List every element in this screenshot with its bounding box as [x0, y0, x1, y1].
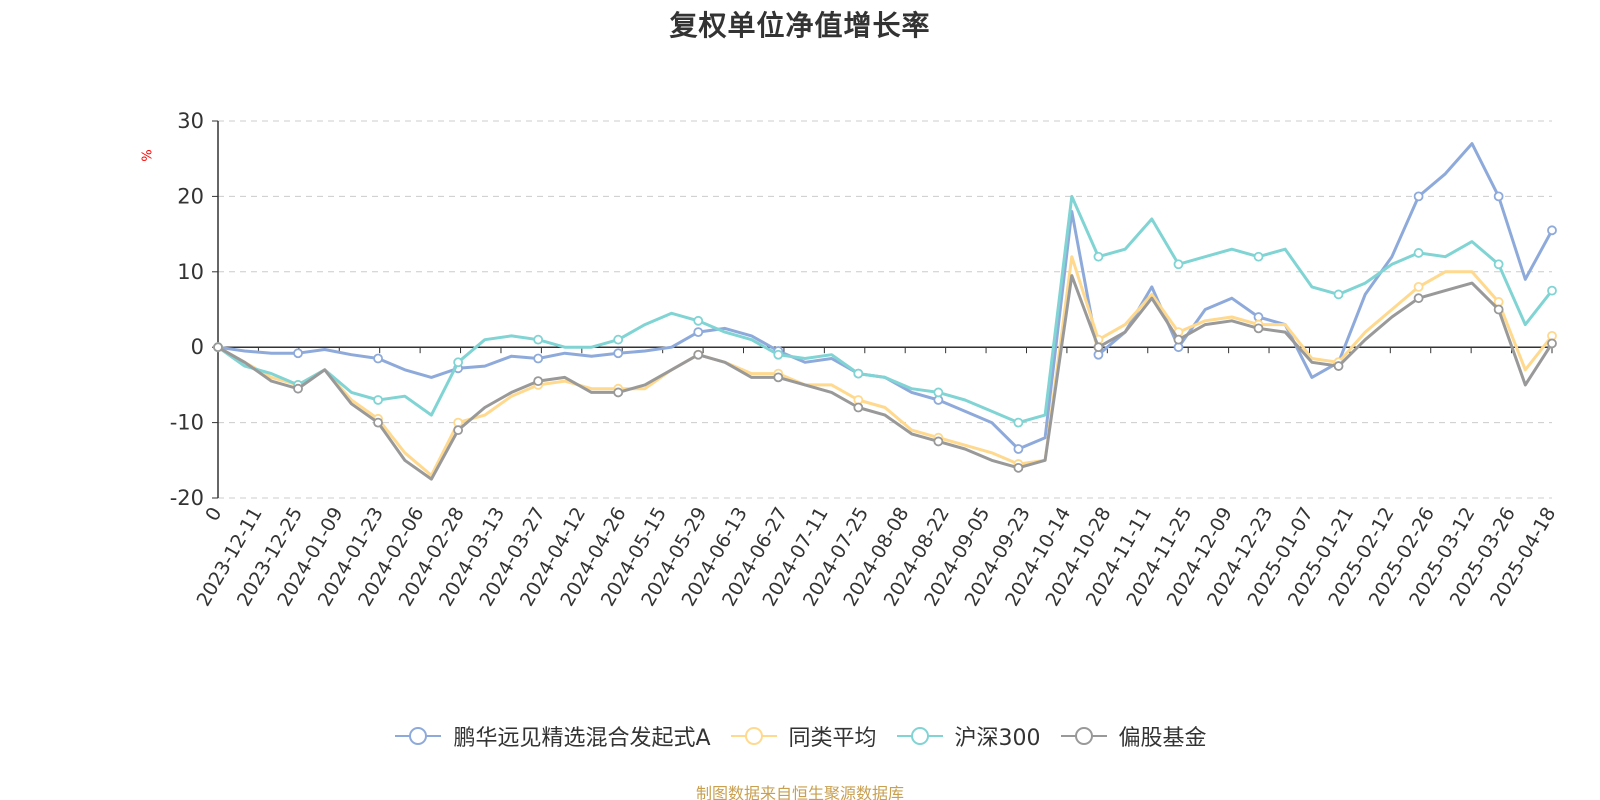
series-3-point	[1493, 259, 1504, 270]
series-1-point	[533, 353, 544, 364]
series-3-point	[1413, 248, 1424, 258]
legend-label: 鹏华远见精选混合发起式A	[453, 726, 711, 751]
series-line-3	[216, 194, 1554, 425]
series-1-point	[1547, 225, 1557, 236]
series-3-point	[693, 315, 704, 326]
y-tick-label: 0	[191, 335, 204, 359]
legend-marker-icon	[896, 727, 943, 745]
series-4-point	[1493, 304, 1504, 315]
series-4-point	[933, 436, 944, 447]
series-2-point	[1413, 281, 1424, 292]
series-3-point	[1547, 285, 1557, 296]
legend-marker-icon	[395, 727, 442, 745]
series-4-point	[693, 349, 704, 360]
series-1-point	[1493, 191, 1504, 202]
series-4-point	[613, 387, 624, 398]
y-tick-label: -10	[170, 411, 204, 435]
y-tick-label: 30	[177, 109, 204, 133]
legend-label: 同类平均	[788, 726, 877, 751]
series-3-point	[773, 349, 784, 360]
series-1-point	[613, 348, 624, 359]
series-4-point	[293, 383, 303, 394]
series-3-point	[1013, 417, 1024, 428]
series-line-4	[216, 274, 1554, 481]
chart-legend: 鹏华远见精选混合发起式A 同类平均 沪深300 偏股基金	[0, 720, 1600, 752]
chart-title: 复权单位净值增长率	[669, 9, 931, 42]
series-4-point	[1013, 462, 1024, 473]
line-chart: 3020100-10-2002023-12-112023-12-252024-0…	[170, 109, 1561, 610]
series-3-point	[1173, 259, 1184, 270]
legend-marker-icon	[730, 727, 777, 745]
x-tick-label: 0	[201, 504, 226, 525]
y-tick-label: -20	[170, 486, 204, 510]
legend-label: 沪深300	[954, 726, 1041, 751]
series-4-point	[1093, 342, 1104, 353]
legend-item-4[interactable]: 偏股基金	[1059, 720, 1207, 752]
series-4-point	[853, 402, 864, 413]
series-4-point	[1413, 293, 1424, 304]
series-3-point	[1333, 289, 1344, 300]
legend-marker-icon	[1060, 727, 1107, 745]
series-3-point	[533, 334, 544, 345]
series-3-point	[453, 357, 464, 368]
series-4-point	[1333, 361, 1344, 371]
series-1-point	[1013, 444, 1024, 454]
series-4-point	[1173, 334, 1184, 345]
series-3-point	[613, 334, 624, 345]
series-4-point	[373, 417, 383, 428]
series-3-point	[933, 387, 944, 398]
legend-label: 偏股基金	[1118, 726, 1207, 751]
y-tick-label: 10	[177, 260, 204, 284]
series-1-point	[373, 353, 383, 364]
series-4-point	[213, 342, 223, 353]
series-3-point	[373, 395, 383, 405]
series-4-point	[453, 425, 464, 436]
series-1-point	[293, 348, 303, 359]
legend-item-2[interactable]: 同类平均	[729, 720, 877, 752]
source-note: 制图数据来自恒生聚源数据库	[695, 784, 904, 800]
series-1-point	[1413, 191, 1424, 202]
legend-item-3[interactable]: 沪深300	[895, 720, 1041, 752]
series-3-point	[1093, 251, 1104, 262]
series-4-point	[1547, 338, 1557, 349]
series-4-point	[1253, 323, 1264, 334]
series-4-point	[773, 372, 784, 383]
series-line-1	[216, 142, 1554, 451]
series-3-point	[1253, 251, 1264, 262]
series-1-point	[693, 327, 704, 338]
y-tick-label: 20	[177, 184, 204, 208]
legend-item-1[interactable]: 鹏华远见精选混合发起式A	[393, 720, 711, 752]
series-line-2	[216, 255, 1554, 477]
series-3-point	[853, 368, 864, 379]
series-4-point	[533, 376, 544, 387]
